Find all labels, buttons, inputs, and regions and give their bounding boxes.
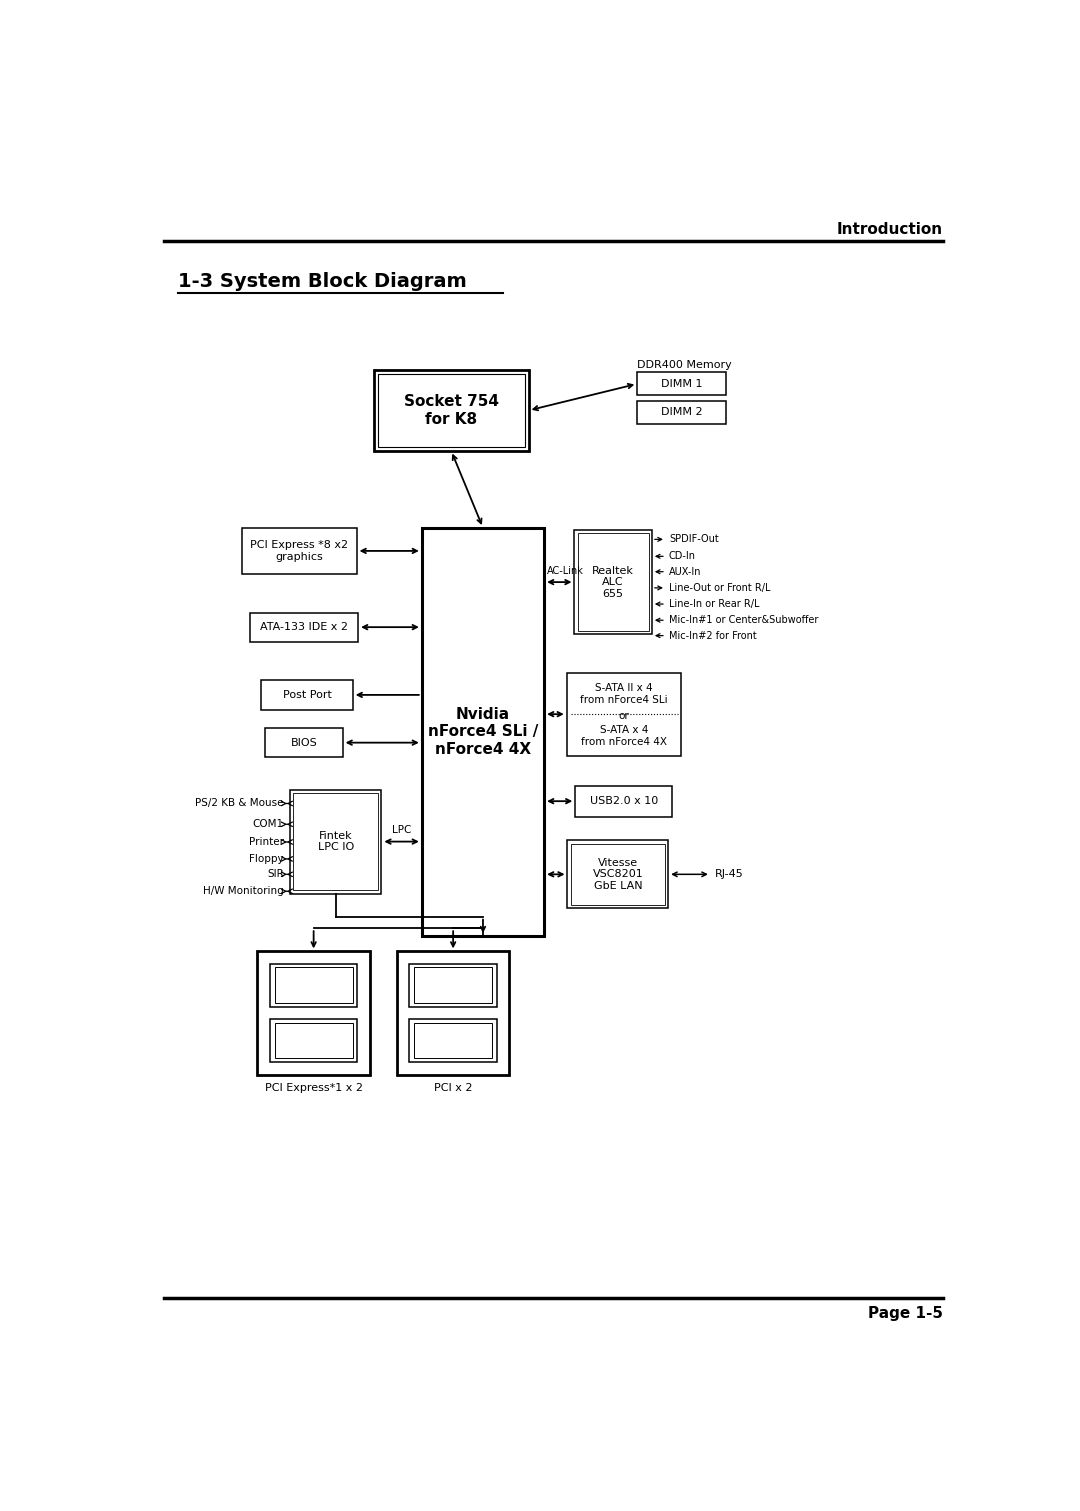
Bar xyxy=(270,964,357,1006)
Text: Vitesse
VSC8201
GbE LAN: Vitesse VSC8201 GbE LAN xyxy=(593,858,644,891)
Bar xyxy=(257,952,369,1074)
Text: Line-Out or Front R/L: Line-Out or Front R/L xyxy=(669,583,770,592)
Text: SIR: SIR xyxy=(267,869,284,879)
Text: BIOS: BIOS xyxy=(291,737,318,748)
Text: or: or xyxy=(619,710,630,721)
Bar xyxy=(567,840,669,908)
Bar xyxy=(378,373,525,447)
Text: Mic-In#1 or Center&Subwoffer: Mic-In#1 or Center&Subwoffer xyxy=(669,615,819,626)
Text: Nvidia
nForce4 SLi /
nForce4 4X: Nvidia nForce4 SLi / nForce4 4X xyxy=(428,707,538,757)
Text: S-ATA II x 4
from nForce4 SLi: S-ATA II x 4 from nForce4 SLi xyxy=(580,683,667,706)
Text: Printer: Printer xyxy=(248,837,284,848)
Text: DIMM 1: DIMM 1 xyxy=(661,379,702,388)
Bar xyxy=(397,952,510,1074)
Text: ATA-133 IDE x 2: ATA-133 IDE x 2 xyxy=(260,623,348,632)
Bar xyxy=(637,372,727,396)
Bar xyxy=(575,530,652,635)
Text: AUX-In: AUX-In xyxy=(669,567,702,577)
Bar xyxy=(414,967,492,1003)
Text: 1-3 System Block Diagram: 1-3 System Block Diagram xyxy=(177,272,467,292)
Bar xyxy=(637,400,727,425)
Bar xyxy=(409,964,497,1006)
Bar xyxy=(274,1023,353,1058)
Bar xyxy=(249,612,359,642)
Bar xyxy=(570,843,665,905)
Bar xyxy=(422,527,544,935)
Text: Page 1-5: Page 1-5 xyxy=(867,1306,943,1321)
Text: S-ATA x 4
from nForce4 4X: S-ATA x 4 from nForce4 4X xyxy=(581,725,667,746)
Bar xyxy=(274,967,353,1003)
Text: COM1: COM1 xyxy=(253,819,284,830)
Text: PCI Express *8 x2
graphics: PCI Express *8 x2 graphics xyxy=(251,539,349,562)
Text: PCI x 2: PCI x 2 xyxy=(434,1083,472,1094)
Text: Introduction: Introduction xyxy=(836,222,943,237)
Bar xyxy=(576,786,672,816)
Bar xyxy=(291,790,381,893)
Text: DDR400 Memory: DDR400 Memory xyxy=(637,360,732,370)
Text: USB2.0 x 10: USB2.0 x 10 xyxy=(590,796,658,807)
Text: SPDIF-Out: SPDIF-Out xyxy=(669,535,718,544)
Bar xyxy=(266,728,342,757)
Text: PCI Express*1 x 2: PCI Express*1 x 2 xyxy=(265,1083,363,1094)
Text: CD-In: CD-In xyxy=(669,552,696,561)
Bar xyxy=(293,793,378,890)
Text: AC-Link: AC-Link xyxy=(546,567,583,576)
Text: PS/2 KB & Mouse: PS/2 KB & Mouse xyxy=(195,798,284,808)
Text: RJ-45: RJ-45 xyxy=(715,869,743,879)
Bar xyxy=(270,1018,357,1062)
Bar xyxy=(242,527,356,574)
Text: LPC: LPC xyxy=(392,825,411,836)
Text: DIMM 2: DIMM 2 xyxy=(661,408,703,417)
Text: Fintek
LPC IO: Fintek LPC IO xyxy=(318,831,354,852)
Bar xyxy=(409,1018,497,1062)
Bar xyxy=(414,1023,492,1058)
Bar xyxy=(261,680,353,710)
Text: Post Port: Post Port xyxy=(283,691,332,700)
Bar xyxy=(567,672,681,756)
Text: H/W Monitoring: H/W Monitoring xyxy=(203,887,284,896)
Text: Realtek
ALC
655: Realtek ALC 655 xyxy=(592,565,634,598)
Text: Floppy: Floppy xyxy=(249,854,284,864)
Text: Line-In or Rear R/L: Line-In or Rear R/L xyxy=(669,598,759,609)
Bar xyxy=(374,370,529,450)
Text: Mic-In#2 for Front: Mic-In#2 for Front xyxy=(669,630,757,641)
Bar xyxy=(578,533,649,632)
Text: Socket 754
for K8: Socket 754 for K8 xyxy=(404,394,499,426)
